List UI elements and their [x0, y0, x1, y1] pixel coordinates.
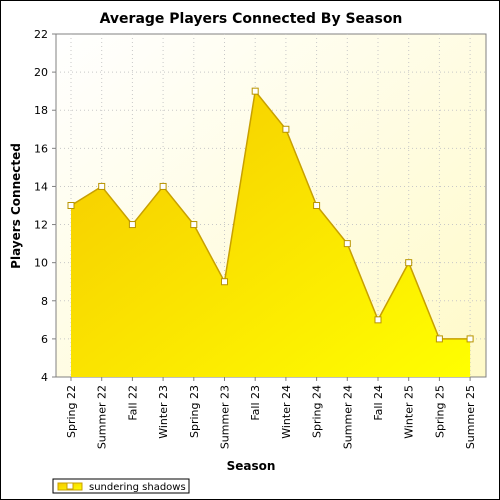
series-line: [70, 89, 471, 340]
x-tick-label: Spring 24: [311, 385, 324, 438]
data-point: [374, 316, 382, 324]
data-point: [159, 182, 167, 190]
data-point: [128, 221, 136, 229]
x-tick-label: Fall 22: [126, 385, 139, 421]
y-axis: 4 6 8 10 12 14 16 18 20 22: [34, 28, 56, 384]
y-tick-label: 4: [41, 371, 48, 384]
y-tick-label: 18: [34, 104, 48, 117]
data-point: [466, 335, 474, 343]
y-tick-label: 6: [41, 333, 48, 346]
y-tick-label: 20: [34, 66, 48, 79]
legend: sundering shadows: [52, 478, 190, 494]
x-tick-label: Fall 23: [249, 385, 262, 421]
y-tick-label: 22: [34, 28, 48, 41]
data-point: [98, 182, 106, 190]
x-axis-title: Season: [227, 459, 276, 473]
y-tick-label: 14: [34, 180, 48, 193]
data-point: [190, 221, 198, 229]
x-axis: Spring 22 Summer 22 Fall 22 Winter 23 Spring…: [65, 377, 477, 449]
data-point: [435, 335, 443, 343]
data-point: [67, 202, 75, 209]
x-tick-label: Spring 22: [65, 385, 78, 438]
data-point: [343, 240, 351, 248]
x-tick-label: Summer 25: [464, 385, 477, 449]
y-tick-label: 10: [34, 257, 48, 270]
y-axis-title: Players Connected: [9, 143, 23, 269]
x-tick-label: Summer 22: [96, 385, 109, 449]
x-tick-label: Winter 25: [403, 385, 416, 439]
data-point: [313, 202, 321, 209]
x-tick-label: Fall 24: [372, 385, 385, 421]
y-tick-label: 8: [41, 295, 48, 308]
x-tick-label: Winter 24: [280, 385, 293, 439]
x-tick-label: Summer 24: [341, 385, 354, 449]
legend-marker: [66, 482, 74, 490]
x-tick-label: Winter 23: [157, 385, 170, 439]
area-series: [67, 87, 474, 378]
data-point: [251, 87, 259, 95]
y-tick-label: 12: [34, 219, 48, 232]
y-tick-label: 16: [34, 142, 48, 155]
data-point: [405, 259, 413, 267]
data-point: [221, 278, 228, 286]
x-tick-label: Spring 25: [433, 385, 446, 438]
chart-title: Average Players Connected By Season: [100, 11, 403, 27]
area-fill: [71, 91, 471, 378]
legend-label: sundering shadows: [89, 482, 186, 493]
x-tick-label: Summer 23: [219, 385, 232, 449]
x-tick-label: Spring 23: [188, 385, 201, 438]
data-point: [282, 125, 290, 133]
legend-box: [52, 478, 190, 494]
